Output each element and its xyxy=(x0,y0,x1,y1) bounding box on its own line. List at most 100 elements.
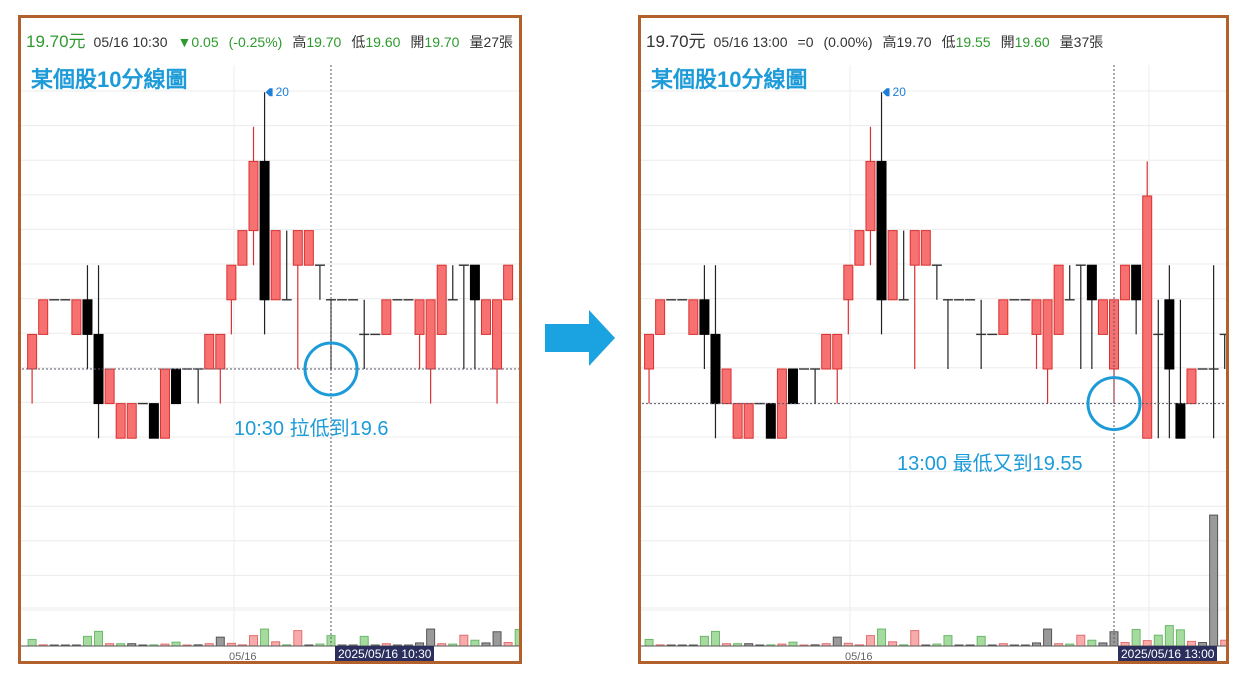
volume-bar xyxy=(470,639,480,647)
x-axis-label: 05/16 xyxy=(845,651,873,663)
volume-bar xyxy=(976,635,986,647)
candle xyxy=(193,368,204,404)
candle xyxy=(480,299,491,335)
quote-header: 19.70元 05/16 13:00 =0 (0.00%) 高19.70 低19.55 開1… xyxy=(646,27,1113,52)
volume-readout: 量27張 xyxy=(469,34,514,50)
last-price: 19.70元 xyxy=(646,32,706,51)
candle xyxy=(215,333,226,404)
candle-body xyxy=(1175,403,1186,439)
candlestick-chart xyxy=(641,65,1226,647)
candle xyxy=(1208,265,1219,439)
candle-body xyxy=(1031,299,1042,335)
peak-marker-icon xyxy=(265,88,273,97)
volume-bar xyxy=(1087,639,1097,647)
candle xyxy=(1031,299,1042,369)
candle-body xyxy=(765,403,776,439)
price-change-pct: (-0.25%) xyxy=(228,34,283,50)
candle xyxy=(854,230,865,266)
candle-body xyxy=(655,299,666,335)
candle xyxy=(148,403,159,439)
peak-price-label: 20 xyxy=(892,85,906,100)
candle xyxy=(710,265,721,439)
volume-bar xyxy=(426,628,436,647)
candle xyxy=(458,264,469,369)
volume-bar xyxy=(503,642,513,647)
candle-body xyxy=(688,299,699,335)
candle xyxy=(942,299,953,369)
high: 19.70 xyxy=(896,34,932,50)
volume-bar xyxy=(832,636,842,647)
low-price: 低19.55 xyxy=(942,34,991,50)
candle xyxy=(447,265,458,301)
candle xyxy=(270,230,281,301)
volume-bar xyxy=(888,641,898,647)
candlestick-chart xyxy=(21,65,519,647)
volume-bar xyxy=(710,630,720,647)
candle-body xyxy=(469,264,480,301)
high-price: 高19.70 xyxy=(883,34,932,50)
candle-body xyxy=(1097,299,1108,335)
candle-body xyxy=(215,333,226,370)
price-change: ▼0.05 xyxy=(177,34,219,50)
volume-bar xyxy=(1043,628,1053,647)
candle-body xyxy=(148,403,159,439)
price-change-pct: (0.00%) xyxy=(823,34,873,50)
candle xyxy=(976,299,987,369)
candle-body xyxy=(821,333,832,370)
candle-body xyxy=(854,230,865,266)
candle xyxy=(644,333,655,404)
candle xyxy=(1153,299,1164,439)
candle xyxy=(436,264,447,335)
candle xyxy=(832,333,843,404)
candle-body xyxy=(1142,195,1153,439)
candle-body xyxy=(503,264,514,301)
candle xyxy=(359,299,370,369)
open-price: 開19.60 xyxy=(1001,34,1050,50)
volume-bar xyxy=(1153,634,1163,647)
candle xyxy=(171,368,182,405)
candle-body xyxy=(1053,264,1064,335)
volume-bar xyxy=(1164,625,1174,647)
chart-title: 某個股10分線圖 xyxy=(31,67,188,92)
candle-body xyxy=(381,299,392,335)
candle xyxy=(1086,264,1097,369)
candle xyxy=(93,265,104,439)
candle-body xyxy=(237,230,248,266)
candle-body xyxy=(126,403,137,439)
crosshair-time-tag: 2025/05/16 13:00 xyxy=(1118,646,1218,661)
candle-body xyxy=(1042,299,1053,370)
low: 19.60 xyxy=(365,34,401,50)
candle xyxy=(292,230,303,369)
candle xyxy=(159,368,170,439)
volume-bar xyxy=(293,630,303,647)
quote-datetime: 05/16 13:00 xyxy=(713,34,788,50)
candle-body xyxy=(27,333,38,370)
volume-bar xyxy=(260,628,270,647)
candle-body xyxy=(732,403,743,439)
volume-bar xyxy=(94,630,104,647)
candle-body xyxy=(710,333,721,405)
low-label: 低 xyxy=(351,34,366,50)
candle xyxy=(743,403,754,439)
candle-body xyxy=(38,299,49,335)
candle xyxy=(303,230,314,266)
annotation-text: 10:30 拉低到19.6 xyxy=(234,418,389,440)
candle xyxy=(821,333,832,370)
high: 19.70 xyxy=(306,34,342,50)
candle-body xyxy=(743,403,754,439)
candle-body xyxy=(644,333,655,370)
candle xyxy=(281,230,292,301)
candle xyxy=(898,230,909,301)
candle xyxy=(688,299,699,335)
candle-body xyxy=(303,230,314,266)
candle xyxy=(71,299,82,335)
volume-bar xyxy=(271,641,281,647)
volume-bar xyxy=(1076,634,1086,647)
candle xyxy=(1120,264,1131,301)
candle xyxy=(1075,264,1086,369)
candle xyxy=(226,264,237,335)
candle xyxy=(732,403,743,439)
candle-body xyxy=(270,230,281,301)
volume-bar xyxy=(1220,639,1226,647)
open: 19.60 xyxy=(1014,34,1050,50)
